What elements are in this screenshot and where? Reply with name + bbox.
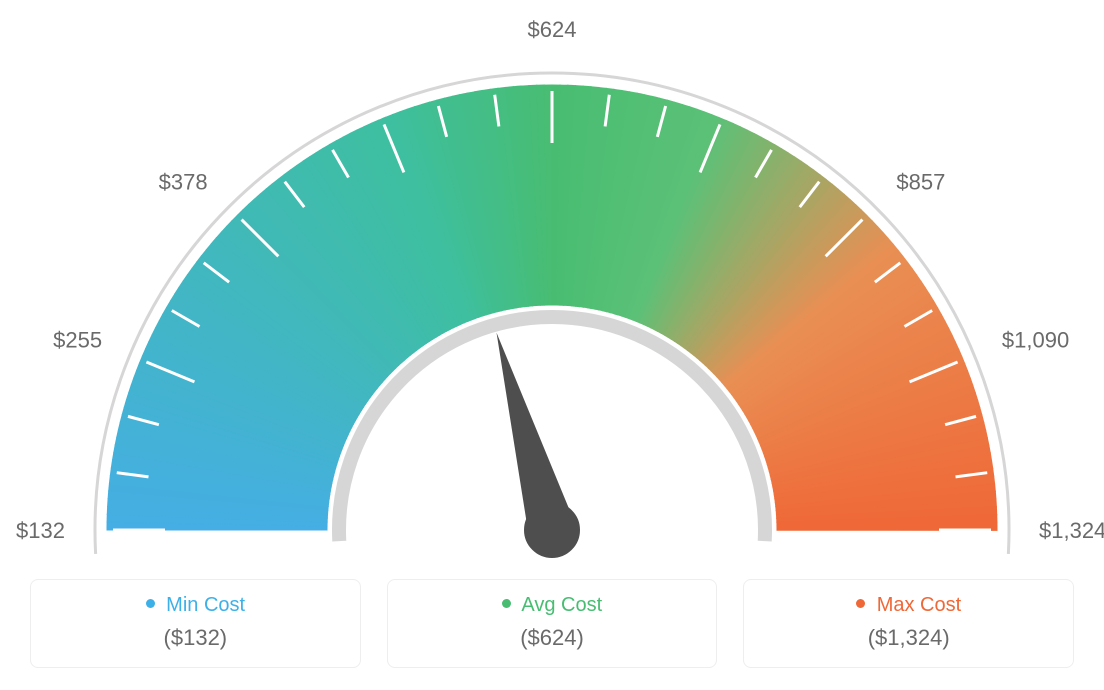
legend-value: ($1,324) <box>744 625 1073 651</box>
svg-text:$255: $255 <box>53 328 102 353</box>
cost-gauge: $132 $255 $378 $624 $857 $1,090 $1,324 <box>0 0 1104 560</box>
gauge-arc <box>107 85 997 530</box>
svg-text:$1,324: $1,324 <box>1039 518 1104 543</box>
legend-card-min: Min Cost ($132) <box>30 579 361 668</box>
legend-card-max: Max Cost ($1,324) <box>743 579 1074 668</box>
legend-label: Min Cost <box>166 594 245 616</box>
legend-label: Max Cost <box>877 594 961 616</box>
legend: Min Cost ($132) Avg Cost ($624) Max Cost… <box>30 579 1074 668</box>
svg-text:$1,090: $1,090 <box>1002 328 1069 353</box>
dot-icon <box>502 599 511 608</box>
svg-text:$132: $132 <box>16 518 65 543</box>
dot-icon <box>146 599 155 608</box>
legend-label: Avg Cost <box>521 594 602 616</box>
dot-icon <box>856 599 865 608</box>
legend-value: ($624) <box>388 625 717 651</box>
legend-value: ($132) <box>31 625 360 651</box>
svg-text:$624: $624 <box>528 17 577 42</box>
legend-card-avg: Avg Cost ($624) <box>387 579 718 668</box>
svg-text:$857: $857 <box>896 170 945 195</box>
svg-text:$378: $378 <box>159 170 208 195</box>
